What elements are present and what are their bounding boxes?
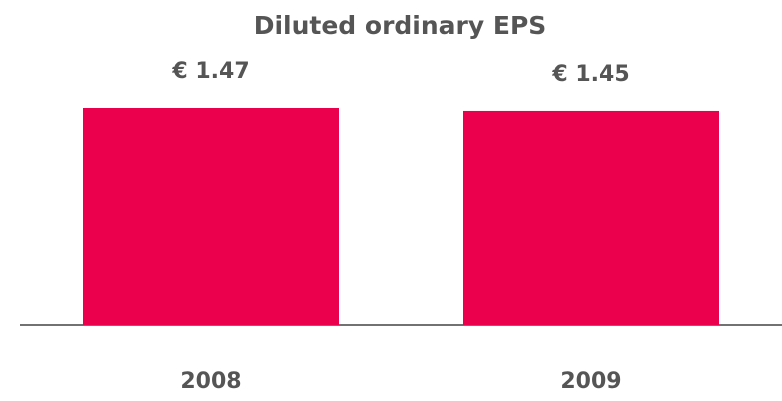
bar	[83, 108, 339, 325]
bar	[463, 110, 719, 325]
x-tick-label: 2008	[180, 369, 241, 394]
value-label: € 1.45	[551, 62, 629, 87]
chart-title: Diluted ordinary EPS	[254, 11, 547, 40]
x-tick-label: 2009	[560, 369, 621, 394]
value-label: € 1.47	[171, 59, 249, 84]
